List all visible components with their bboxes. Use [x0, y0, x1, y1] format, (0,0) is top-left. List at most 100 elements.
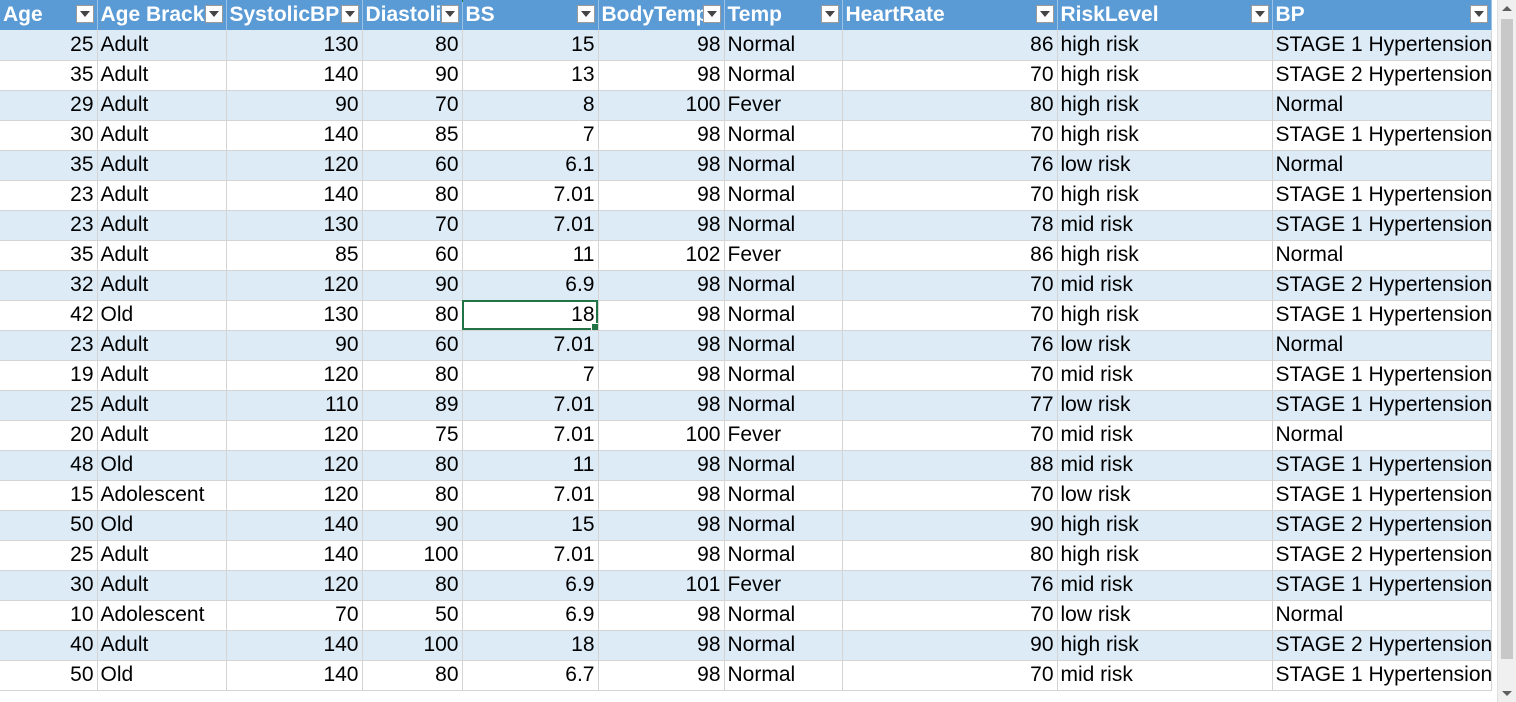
cell-diastolic-bp[interactable]: 100 — [362, 540, 463, 571]
cell-age-bracket[interactable]: Adult — [97, 90, 227, 121]
cell-body-temp[interactable]: 98 — [598, 270, 725, 301]
cell-risk-level[interactable]: high risk — [1057, 510, 1273, 541]
column-header-bs[interactable]: BS — [462, 0, 599, 30]
cell-diastolic-bp[interactable]: 80 — [362, 660, 463, 691]
cell-temp[interactable]: Normal — [724, 660, 843, 691]
cell-risk-level[interactable]: mid risk — [1057, 570, 1273, 601]
cell-diastolic-bp[interactable]: 90 — [362, 60, 463, 91]
filter-dropdown-icon[interactable] — [576, 5, 595, 23]
cell-diastolic-bp[interactable]: 80 — [362, 570, 463, 601]
cell-systolic-bp[interactable]: 140 — [226, 540, 363, 571]
cell-age[interactable]: 23 — [0, 210, 98, 241]
cell-systolic-bp[interactable]: 140 — [226, 660, 363, 691]
cell-bp[interactable]: STAGE 1 Hypertension — [1272, 210, 1492, 241]
cell-risk-level[interactable]: mid risk — [1057, 360, 1273, 391]
cell-age[interactable]: 40 — [0, 630, 98, 661]
cell-bs[interactable]: 7.01 — [462, 390, 599, 421]
cell-age[interactable]: 42 — [0, 300, 98, 331]
cell-bp[interactable]: STAGE 1 Hypertension — [1272, 660, 1492, 691]
cell-bp[interactable]: STAGE 1 Hypertension — [1272, 480, 1492, 511]
cell-bp[interactable]: STAGE 1 Hypertension — [1272, 300, 1492, 331]
scroll-up-arrow-icon[interactable] — [1498, 0, 1516, 17]
cell-heart-rate[interactable]: 70 — [842, 480, 1058, 511]
cell-bp[interactable]: STAGE 2 Hypertension — [1272, 60, 1492, 91]
filter-dropdown-icon[interactable] — [1035, 5, 1054, 23]
cell-body-temp[interactable]: 98 — [598, 30, 725, 61]
cell-body-temp[interactable]: 102 — [598, 240, 725, 271]
cell-bp[interactable]: STAGE 2 Hypertension — [1272, 270, 1492, 301]
cell-body-temp[interactable]: 98 — [598, 120, 725, 151]
cell-heart-rate[interactable]: 70 — [842, 180, 1058, 211]
cell-age[interactable]: 50 — [0, 660, 98, 691]
column-header-systolic-bp[interactable]: SystolicBP — [226, 0, 363, 30]
cell-age-bracket[interactable]: Adult — [97, 150, 227, 181]
cell-systolic-bp[interactable]: 130 — [226, 210, 363, 241]
cell-risk-level[interactable]: low risk — [1057, 480, 1273, 511]
cell-body-temp[interactable]: 98 — [598, 60, 725, 91]
cell-age-bracket[interactable]: Adult — [97, 390, 227, 421]
cell-body-temp[interactable]: 100 — [598, 90, 725, 121]
cell-heart-rate[interactable]: 90 — [842, 510, 1058, 541]
cell-risk-level[interactable]: high risk — [1057, 240, 1273, 271]
cell-age-bracket[interactable]: Adult — [97, 240, 227, 271]
cell-heart-rate[interactable]: 76 — [842, 330, 1058, 361]
selected-cell[interactable]: 18 — [462, 300, 599, 331]
cell-age[interactable]: 32 — [0, 270, 98, 301]
cell-temp[interactable]: Normal — [724, 330, 843, 361]
cell-heart-rate[interactable]: 86 — [842, 240, 1058, 271]
cell-age[interactable]: 48 — [0, 450, 98, 481]
cell-diastolic-bp[interactable]: 60 — [362, 150, 463, 181]
cell-heart-rate[interactable]: 76 — [842, 570, 1058, 601]
cell-systolic-bp[interactable]: 120 — [226, 270, 363, 301]
cell-temp[interactable]: Normal — [724, 540, 843, 571]
cell-bp[interactable]: Normal — [1272, 240, 1492, 271]
cell-bp[interactable]: STAGE 1 Hypertension — [1272, 180, 1492, 211]
cell-systolic-bp[interactable]: 140 — [226, 120, 363, 151]
cell-systolic-bp[interactable]: 140 — [226, 60, 363, 91]
cell-bs[interactable]: 15 — [462, 30, 599, 61]
cell-heart-rate[interactable]: 88 — [842, 450, 1058, 481]
cell-bs[interactable]: 6.7 — [462, 660, 599, 691]
cell-bp[interactable]: Normal — [1272, 150, 1492, 181]
cell-age[interactable]: 25 — [0, 540, 98, 571]
cell-body-temp[interactable]: 98 — [598, 540, 725, 571]
cell-risk-level[interactable]: high risk — [1057, 60, 1273, 91]
cell-bs[interactable]: 7.01 — [462, 540, 599, 571]
cell-age-bracket[interactable]: Adult — [97, 120, 227, 151]
cell-temp[interactable]: Normal — [724, 510, 843, 541]
cell-age[interactable]: 30 — [0, 120, 98, 151]
cell-bp[interactable]: Normal — [1272, 420, 1492, 451]
cell-systolic-bp[interactable]: 140 — [226, 510, 363, 541]
cell-age-bracket[interactable]: Adult — [97, 180, 227, 211]
cell-bp[interactable]: STAGE 2 Hypertension — [1272, 630, 1492, 661]
cell-age-bracket[interactable]: Adolescent — [97, 600, 227, 631]
cell-bs[interactable]: 11 — [462, 240, 599, 271]
cell-age[interactable]: 20 — [0, 420, 98, 451]
cell-age-bracket[interactable]: Adult — [97, 570, 227, 601]
filter-dropdown-icon[interactable] — [75, 5, 94, 23]
cell-body-temp[interactable]: 98 — [598, 330, 725, 361]
cell-body-temp[interactable]: 101 — [598, 570, 725, 601]
filter-dropdown-icon[interactable] — [1250, 5, 1269, 23]
cell-temp[interactable]: Normal — [724, 210, 843, 241]
cell-age-bracket[interactable]: Old — [97, 660, 227, 691]
cell-body-temp[interactable]: 98 — [598, 450, 725, 481]
cell-bp[interactable]: Normal — [1272, 600, 1492, 631]
cell-diastolic-bp[interactable]: 60 — [362, 240, 463, 271]
cell-temp[interactable]: Normal — [724, 30, 843, 61]
cell-heart-rate[interactable]: 70 — [842, 360, 1058, 391]
cell-age[interactable]: 23 — [0, 180, 98, 211]
cell-risk-level[interactable]: high risk — [1057, 30, 1273, 61]
fill-handle[interactable] — [590, 322, 597, 329]
filter-dropdown-icon[interactable] — [1469, 5, 1488, 23]
cell-risk-level[interactable]: high risk — [1057, 540, 1273, 571]
cell-heart-rate[interactable]: 70 — [842, 60, 1058, 91]
cell-bs[interactable]: 6.1 — [462, 150, 599, 181]
cell-body-temp[interactable]: 98 — [598, 660, 725, 691]
cell-heart-rate[interactable]: 77 — [842, 390, 1058, 421]
cell-bp[interactable]: STAGE 1 Hypertension — [1272, 360, 1492, 391]
cell-diastolic-bp[interactable]: 85 — [362, 120, 463, 151]
cell-risk-level[interactable]: low risk — [1057, 330, 1273, 361]
cell-bp[interactable]: Normal — [1272, 330, 1492, 361]
cell-diastolic-bp[interactable]: 60 — [362, 330, 463, 361]
